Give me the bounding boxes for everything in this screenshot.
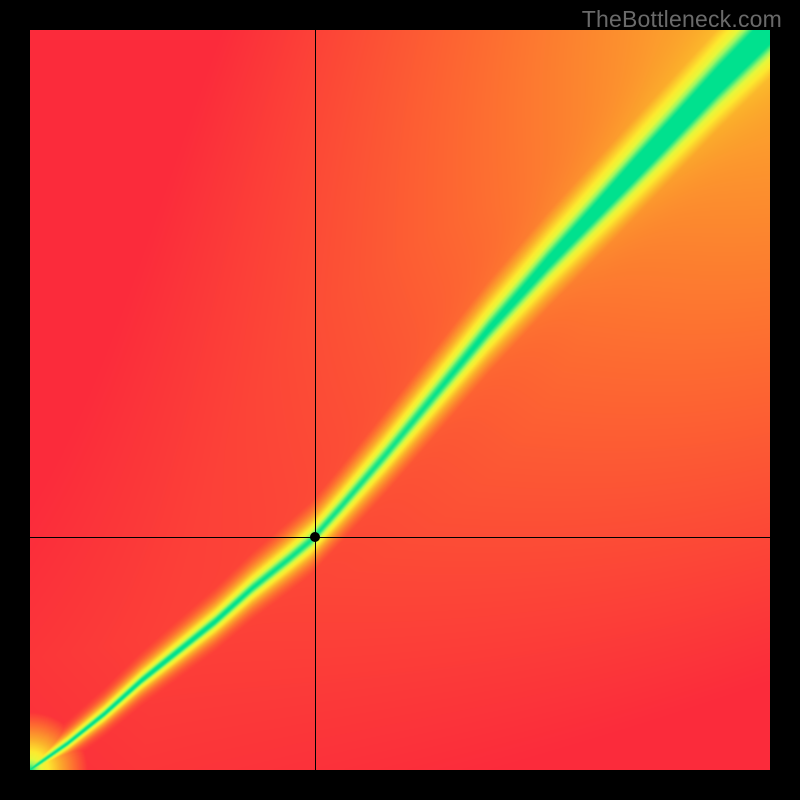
chart-container: TheBottleneck.com	[0, 0, 800, 800]
crosshair-horizontal	[30, 537, 770, 538]
crosshair-vertical	[315, 30, 316, 770]
heatmap-canvas	[30, 30, 770, 770]
watermark-text: TheBottleneck.com	[582, 6, 782, 33]
plot-area	[30, 30, 770, 770]
crosshair-marker	[310, 532, 320, 542]
